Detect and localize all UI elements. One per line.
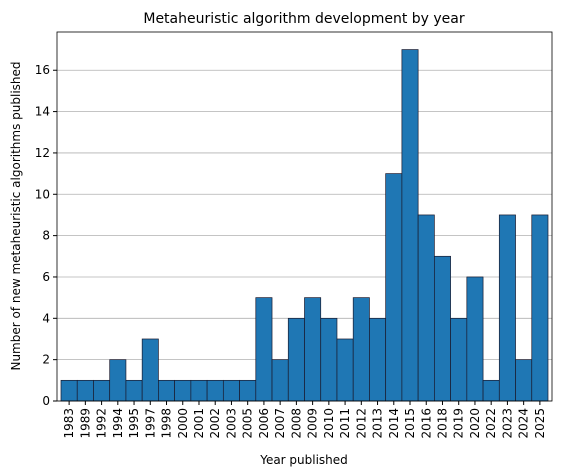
bar bbox=[206, 379, 224, 402]
x-tick-label: 2025 bbox=[533, 408, 547, 439]
bar bbox=[76, 379, 94, 402]
y-tick-label: 10 bbox=[35, 187, 50, 201]
y-tick-label: 8 bbox=[42, 229, 50, 243]
x-tick-label: 2024 bbox=[517, 408, 531, 439]
y-tick-label: 12 bbox=[35, 146, 50, 160]
x-axis-label: Year published bbox=[259, 453, 348, 467]
x-tick-label: 1994 bbox=[111, 408, 125, 439]
x-tick-label: 1998 bbox=[160, 408, 174, 439]
bar bbox=[174, 379, 192, 402]
x-tick-label: 2010 bbox=[322, 408, 336, 439]
bar bbox=[320, 317, 338, 402]
bar bbox=[515, 359, 533, 402]
bar bbox=[385, 173, 403, 402]
bar bbox=[498, 214, 516, 402]
bar bbox=[369, 317, 387, 402]
bar bbox=[125, 379, 143, 402]
y-tick-label: 0 bbox=[42, 394, 50, 408]
bar bbox=[531, 214, 549, 402]
bar bbox=[222, 379, 240, 402]
bar bbox=[466, 276, 484, 402]
x-tick-label: 2012 bbox=[354, 408, 368, 439]
x-tick-label: 2016 bbox=[419, 408, 433, 439]
y-tick-label: 6 bbox=[42, 270, 50, 284]
y-axis-label: Number of new metaheuristic algorithms p… bbox=[9, 61, 23, 370]
bar bbox=[271, 359, 289, 402]
bar bbox=[255, 297, 273, 402]
x-tick-label: 2005 bbox=[241, 408, 255, 439]
bar bbox=[352, 297, 370, 402]
x-tick-label: 1992 bbox=[95, 408, 109, 439]
x-tick-label: 2020 bbox=[468, 408, 482, 439]
bar bbox=[60, 379, 78, 402]
chart-title: Metaheuristic algorithm development by y… bbox=[143, 11, 465, 27]
plot-frame bbox=[56, 31, 553, 402]
x-tick-label: 1995 bbox=[127, 408, 141, 439]
x-tick-label: 2000 bbox=[176, 408, 190, 439]
bar bbox=[287, 317, 305, 402]
y-tick-label: 14 bbox=[35, 105, 50, 119]
bar bbox=[141, 338, 159, 402]
bar bbox=[304, 297, 322, 402]
bar bbox=[401, 49, 419, 402]
x-tick-label: 2023 bbox=[500, 408, 514, 439]
x-tick-label: 2001 bbox=[192, 408, 206, 439]
x-tick-label: 2002 bbox=[208, 408, 222, 439]
y-tick-label: 16 bbox=[35, 63, 50, 77]
bar bbox=[482, 379, 500, 402]
x-tick-label: 2008 bbox=[289, 408, 303, 439]
x-tick-label: 2015 bbox=[403, 408, 417, 439]
bar bbox=[239, 379, 257, 402]
x-tick-label: 2019 bbox=[452, 408, 466, 439]
x-tick-label: 2022 bbox=[484, 408, 498, 439]
x-tick-label: 2007 bbox=[273, 408, 287, 439]
bar bbox=[190, 379, 208, 402]
x-tick-label: 2003 bbox=[224, 408, 238, 439]
x-tick-label: 2006 bbox=[257, 408, 271, 439]
bar bbox=[417, 214, 435, 402]
bar bbox=[434, 255, 451, 402]
bar bbox=[109, 359, 127, 402]
y-tick-label: 4 bbox=[42, 311, 50, 325]
x-tick-label: 1997 bbox=[143, 408, 157, 439]
x-tick-label: 2013 bbox=[371, 408, 385, 439]
y-tick-label: 2 bbox=[42, 353, 50, 367]
bar bbox=[336, 338, 354, 402]
bar bbox=[93, 379, 111, 402]
x-tick-label: 2011 bbox=[338, 408, 352, 439]
x-tick-label: 1989 bbox=[78, 408, 92, 439]
x-tick-label: 1983 bbox=[62, 408, 76, 439]
bar bbox=[450, 317, 468, 402]
x-tick-label: 2014 bbox=[387, 408, 401, 439]
bar bbox=[158, 379, 175, 402]
x-tick-label: 2009 bbox=[306, 408, 320, 439]
x-tick-label: 2018 bbox=[435, 408, 449, 439]
